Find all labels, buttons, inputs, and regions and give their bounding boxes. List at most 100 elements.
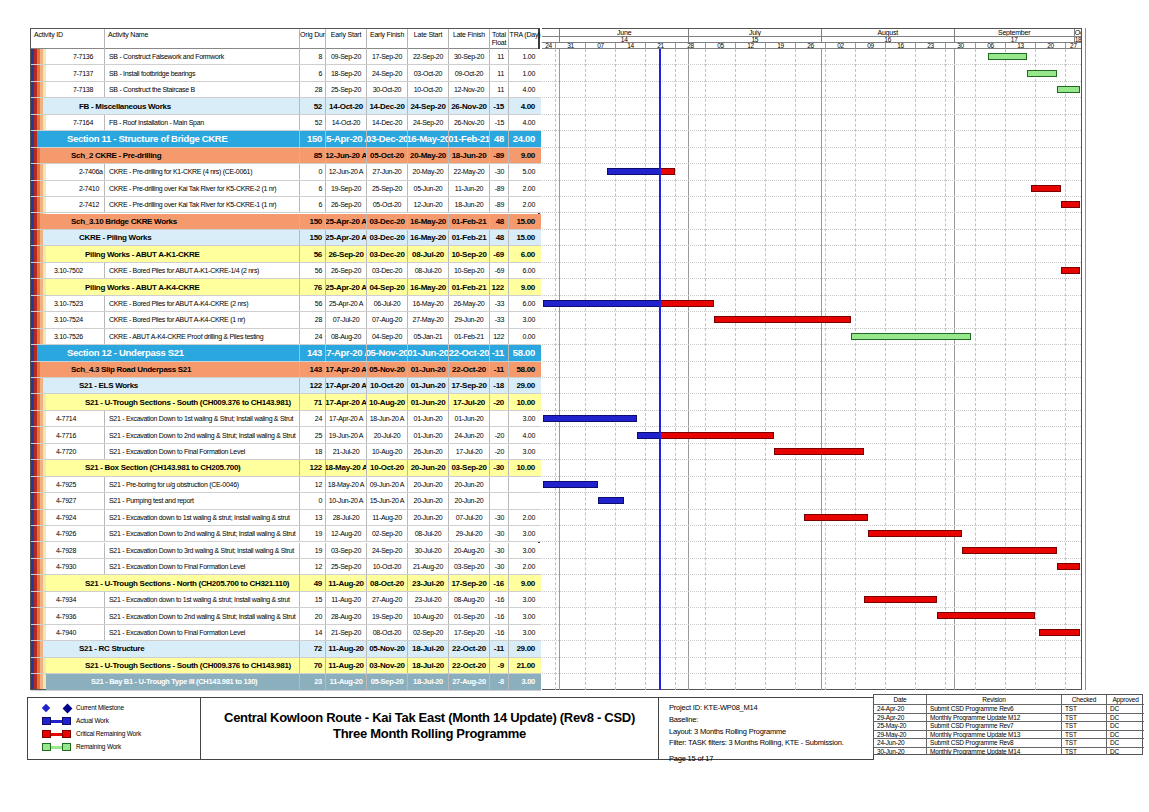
bar-critical-remaining[interactable]	[868, 530, 962, 537]
bar-actual-work[interactable]	[543, 415, 637, 422]
bar-critical-remaining[interactable]	[774, 448, 864, 455]
legend-critical-swatch	[62, 730, 71, 738]
bar-critical-remaining[interactable]	[962, 547, 1056, 554]
bar-critical-remaining[interactable]	[937, 612, 1036, 619]
bar-actual-work[interactable]	[607, 168, 661, 175]
gantt-row	[542, 362, 1081, 378]
legend-item: Current Milestone	[28, 702, 200, 714]
cell-dur: 70	[299, 658, 325, 673]
bar-critical-remaining[interactable]	[804, 514, 868, 521]
table-row-task[interactable]: 4-7940S21 - Excavation Down to Final For…	[31, 625, 541, 641]
bar-critical-remaining[interactable]	[660, 168, 675, 175]
col-header-early-start[interactable]: Early Start	[325, 29, 366, 49]
cell-lf: 20-Jun-20	[448, 493, 489, 508]
table-row-task[interactable]: 7-7137SB - Install footbridge bearings61…	[31, 65, 541, 81]
timescale-month: September	[954, 29, 1074, 37]
table-row-group[interactable]: S21 - U-Trough Sections - South (CH009.3…	[31, 394, 541, 410]
table-row-task[interactable]: 3.10-7502CKRE - Bored Piles for ABUT A-K…	[31, 263, 541, 279]
table-row-task[interactable]: 4-7925S21 - Pre-boring for u/g obstructi…	[31, 477, 541, 493]
table-row-task[interactable]: 4-7714S21 - Excavation Down to 1st walin…	[31, 411, 541, 427]
table-row-group[interactable]: S21 - ELS Works12217-Apr-20 A10-Oct-2001…	[31, 378, 541, 394]
col-header-orig-dur[interactable]: Orig Dur	[299, 29, 325, 49]
legend-label: Critical Remaining Work	[76, 730, 141, 737]
bar-critical-remaining[interactable]	[1061, 267, 1080, 274]
bar-critical-remaining[interactable]	[864, 596, 937, 603]
bar-actual-work[interactable]	[543, 481, 598, 488]
table-row-task[interactable]: 4-7924S21 - Excavation down to 1st walin…	[31, 510, 541, 526]
cell-dur: 15	[299, 592, 325, 607]
bar-critical-remaining[interactable]	[1031, 185, 1061, 192]
cell-group-name: Sch_3.10 Bridge CKRE Works	[40, 214, 299, 229]
table-row-group[interactable]: Piling Works - ABUT A-K1-CKRE5626-Sep-20…	[31, 246, 541, 262]
table-row-task[interactable]: 4-7926S21 - Excavation Down to 2nd walin…	[31, 526, 541, 542]
cell-tra: 0.00	[508, 329, 541, 344]
bar-critical-remaining[interactable]	[714, 316, 851, 323]
table-row-task[interactable]: 4-7928S21 - Excavation Down to 3rd walin…	[31, 543, 541, 559]
cell-ef: 27-Jun-20	[366, 164, 407, 179]
revision-cell: TST	[1061, 713, 1106, 722]
table-row-task[interactable]: 3.10-7523CKRE - Bored Piles for ABUT A-K…	[31, 296, 541, 312]
table-row-group[interactable]: Section 12 - Underpass S2114317-Apr-20 A…	[31, 345, 541, 361]
gantt-row	[542, 674, 1081, 690]
bar-actual-work[interactable]	[637, 432, 661, 439]
table-row-group[interactable]: S21 - U-Trough Sections - South (CH009.3…	[31, 658, 541, 674]
table-row-task[interactable]: 2-7410CKRE - Pre-drilling over Kai Tak R…	[31, 181, 541, 197]
cell-tf: -15	[489, 115, 508, 130]
bar-actual-work[interactable]	[543, 300, 661, 307]
bar-actual-work[interactable]	[598, 497, 624, 504]
table-row-group[interactable]: S21 - RC Structure7211-Aug-2005-Nov-2018…	[31, 641, 541, 657]
cell-ls: 20-Jun-20	[407, 460, 448, 475]
table-row-task[interactable]: 4-7930S21 - Excavation Down to Final For…	[31, 559, 541, 575]
table-row-group[interactable]: Section 11 - Structure of Bridge CKRE150…	[31, 131, 541, 147]
table-row-group[interactable]: Piling Works - ABUT A-K4-CKRE7625-Apr-20…	[31, 279, 541, 295]
col-header-late-start[interactable]: Late Start	[407, 29, 448, 49]
table-row-task[interactable]: 2-7406aCKRE - Pre-drilling for K1-CKRE (…	[31, 164, 541, 180]
col-header-early-finish[interactable]: Early Finish	[366, 29, 407, 49]
bar-remaining-work[interactable]	[1057, 86, 1080, 93]
gantt-body	[542, 49, 1081, 690]
cell-activity-name: CKRE - Pre-drilling for K1-CKRE (4 nrs) …	[104, 164, 299, 179]
table-row-task[interactable]: 4-7934S21 - Excavation down to 1st walin…	[31, 592, 541, 608]
table-row-group[interactable]: S21 - Box Section (CH143.981 to CH205.70…	[31, 460, 541, 476]
timescale-week-start: 06	[975, 43, 1005, 49]
bar-remaining-work[interactable]	[988, 53, 1027, 60]
table-row-task[interactable]: 4-7720S21 - Excavation Down to Final For…	[31, 444, 541, 460]
cell-ls: 16-May-20	[407, 279, 448, 294]
timescale-week-start: 23	[915, 43, 945, 49]
col-header-tra-day-[interactable]: TRA (Day)	[508, 29, 541, 49]
bar-critical-remaining[interactable]	[660, 432, 774, 439]
table-row-group[interactable]: CKRE - Piling Works15025-Apr-20 A03-Dec-…	[31, 230, 541, 246]
table-row-task[interactable]: 7-7164FB - Roof Installation - Main Span…	[31, 115, 541, 131]
bar-remaining-work[interactable]	[1027, 70, 1057, 77]
table-row-task[interactable]: 4-7936S21 - Excavation Down to 2nd walin…	[31, 608, 541, 624]
bar-remaining-work[interactable]	[851, 333, 971, 340]
col-header-late-finish[interactable]: Late Finish	[448, 29, 489, 49]
cell-group-name: S21 - ELS Works	[43, 378, 299, 393]
bar-critical-remaining[interactable]	[1039, 629, 1080, 636]
table-row-task[interactable]: 3.10-7524CKRE - Bored Piles for ABUT A-K…	[31, 312, 541, 328]
bar-critical-remaining[interactable]	[1061, 201, 1080, 208]
table-row-group[interactable]: Sch_4.3 Slip Road Underpass S2114317-Apr…	[31, 362, 541, 378]
cell-ef: 03-Dec-20	[366, 131, 407, 146]
table-row-task[interactable]: 3.10-7526CKRE - ABUT A-K4-CKRE Proof dri…	[31, 329, 541, 345]
col-header-total-float[interactable]: Total Float	[489, 29, 508, 49]
col-header-activity-id[interactable]: Activity ID	[31, 29, 104, 49]
gantt-row	[542, 312, 1081, 328]
col-header-activity-name[interactable]: Activity Name	[104, 29, 299, 49]
cell-lf: 18-Jun-20	[448, 197, 489, 212]
table-row-group[interactable]: Sch_2 CKRE - Pre-drilling8512-Jun-20 A05…	[31, 148, 541, 164]
table-row-selected[interactable]: S21 - Bay B1 - U-Trough Type III (CH143.…	[31, 674, 541, 690]
table-row-task[interactable]: 4-7716S21 - Excavation Down to 2nd walin…	[31, 427, 541, 443]
table-row-group[interactable]: Sch_3.10 Bridge CKRE Works15025-Apr-20 A…	[31, 214, 541, 230]
cell-activity-id: 2-7412	[46, 197, 104, 212]
table-row-group[interactable]: FB - Miscellaneous Works5214-Oct-2014-De…	[31, 98, 541, 114]
revision-cell: 29-May-20	[874, 730, 926, 739]
table-row-task[interactable]: 7-7138SB - Construct the Staircase B2825…	[31, 82, 541, 98]
table-row-task[interactable]: 2-7412CKRE - Pre-drilling over Kai Tak R…	[31, 197, 541, 213]
bar-critical-remaining[interactable]	[660, 300, 714, 307]
cell-ls: 26-Jun-20	[407, 444, 448, 459]
table-row-task[interactable]: 7-7136SB - Construct Falsework and Formw…	[31, 49, 541, 65]
bar-critical-remaining[interactable]	[1057, 563, 1080, 570]
table-row-group[interactable]: S21 - U-Trough Sections - North (CH205.7…	[31, 575, 541, 591]
table-row-task[interactable]: 4-7927S21 - Pumping test and report010-J…	[31, 493, 541, 509]
